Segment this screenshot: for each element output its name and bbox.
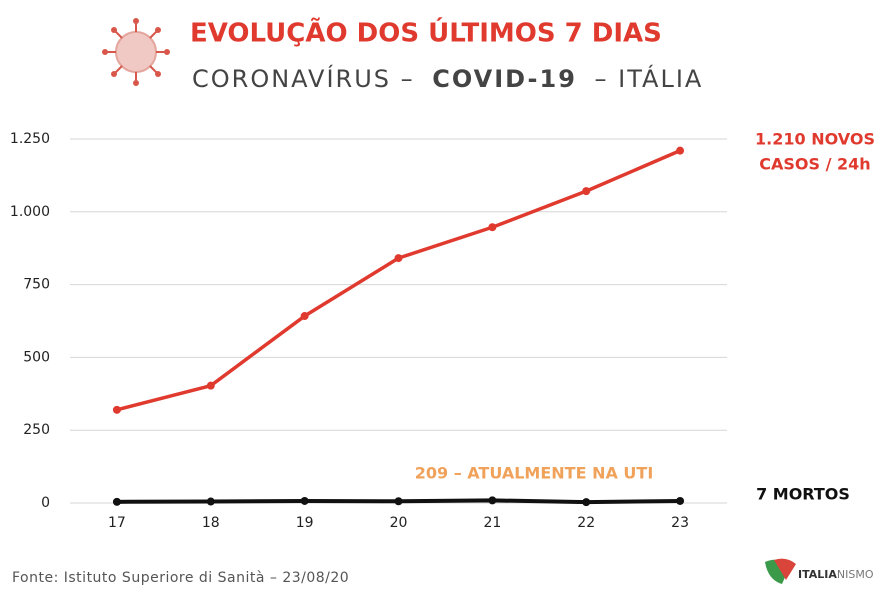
data-point [582, 498, 591, 507]
subtitle-part: – ITÁLIA [595, 64, 704, 93]
data-point [394, 497, 403, 506]
logo-part: ITALIA [798, 568, 837, 581]
data-point [488, 496, 497, 505]
data-point [112, 497, 121, 506]
data-point [676, 146, 685, 155]
x-tick-label: 22 [577, 515, 595, 531]
series-line [116, 149, 681, 412]
y-tick-label: 0 [41, 495, 50, 511]
annotation: 7 MORTOS [756, 485, 850, 504]
x-tick-label: 18 [202, 515, 220, 531]
source: Fonte: Istituto Superiore di Sanità – 23… [12, 570, 349, 586]
y-tick-label: 250 [23, 422, 50, 438]
data-point [582, 187, 591, 196]
plot: 0 250 500 750 1.000 1.250 17 18 19 20 21 22 23 [10, 131, 727, 531]
data-point [112, 405, 121, 414]
chart-title: EVOLUÇÃO DOS ÚLTIMOS 7 DIAS [190, 17, 662, 49]
x-tick-label: 19 [296, 515, 314, 531]
data-point [676, 496, 685, 505]
chart-subtitle: CORONAVÍRUS – COVID-19 – ITÁLIA [192, 64, 703, 93]
x-tick-label: 23 [671, 515, 689, 531]
logo-text: ITALIANISMO [798, 568, 874, 581]
y-tick-label: 500 [23, 349, 50, 365]
data-point [206, 381, 215, 390]
data-point [300, 496, 309, 505]
data-point [394, 254, 403, 263]
y-tick-label: 1.000 [10, 204, 50, 220]
subtitle-part: CORONAVÍRUS – [192, 64, 415, 93]
data-point [488, 223, 497, 232]
subtitle-part: COVID-19 [432, 65, 577, 93]
data-point [300, 312, 309, 321]
x-tick-label: 17 [108, 515, 126, 531]
logo-part: NISMO [837, 568, 874, 581]
x-tick-label: 21 [483, 515, 501, 531]
annotation: 1.210 NOVOS [755, 130, 875, 149]
y-tick-label: 750 [23, 277, 50, 293]
y-tick-label: 1.250 [10, 131, 50, 147]
annotation: 209 – ATUALMENTE NA UTI [415, 464, 654, 483]
annotation: CASOS / 24h [759, 155, 870, 174]
logo: ITALIANISMO [765, 558, 874, 584]
virus-icon [102, 18, 170, 86]
x-tick-label: 20 [390, 515, 408, 531]
data-point [206, 497, 215, 506]
